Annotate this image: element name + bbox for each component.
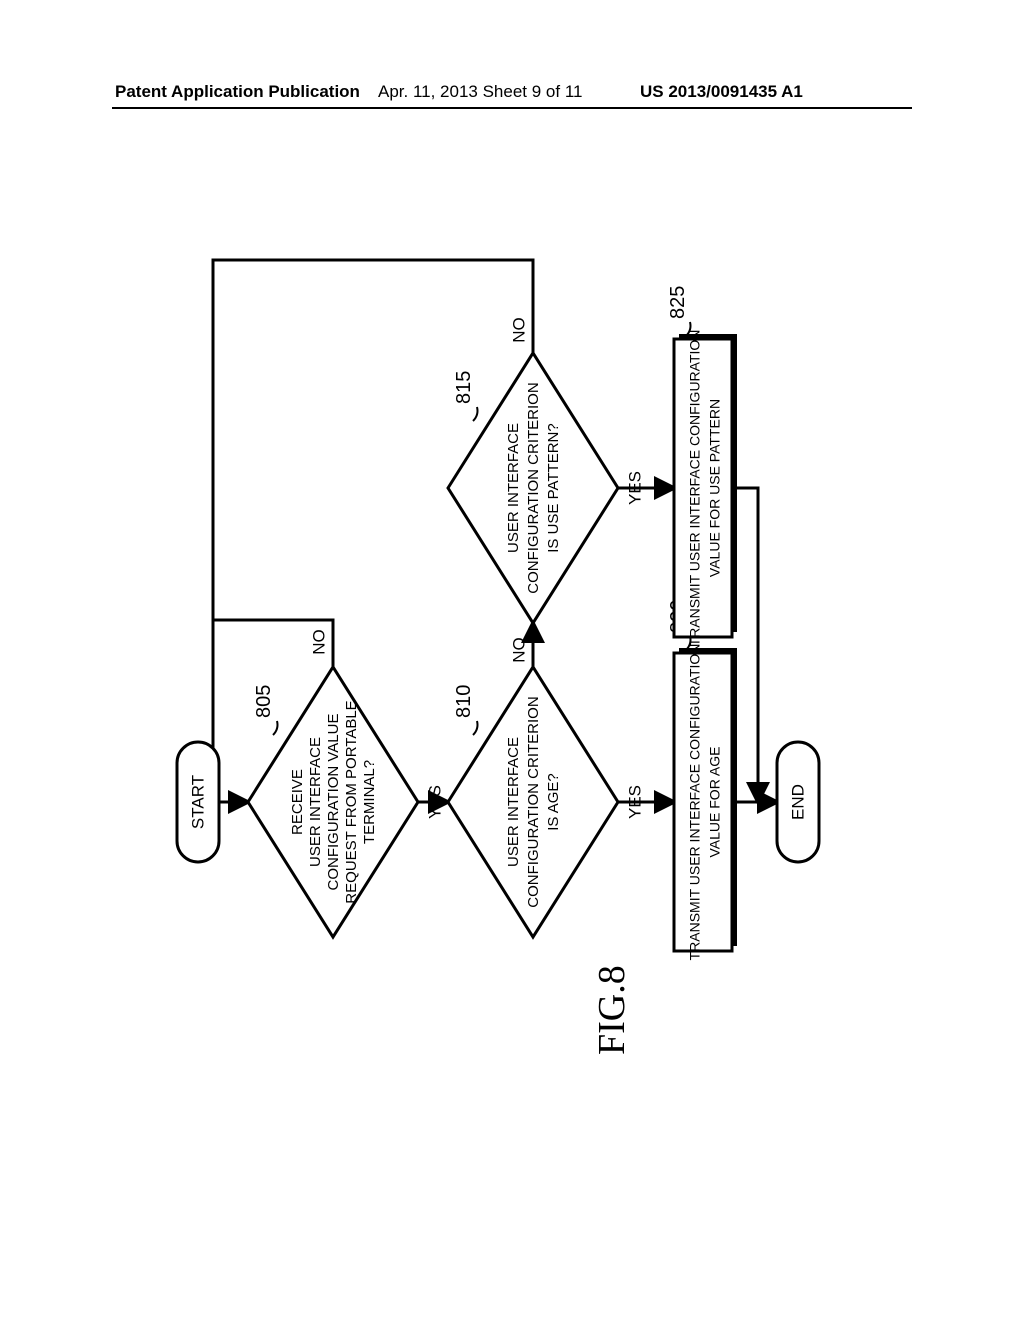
start-label: START (188, 775, 207, 829)
header-rule (112, 107, 912, 109)
node-process-820: TRANSMIT USER INTERFACE CONFIGURATION VA… (667, 600, 737, 961)
ref-810: 810 (453, 685, 475, 718)
ref-805: 805 (253, 685, 275, 718)
page: Patent Application Publication Apr. 11, … (0, 0, 1024, 1320)
svg-text:REQUEST FROM PORTABLE: REQUEST FROM PORTABLE (343, 700, 360, 903)
svg-text:NO: NO (509, 637, 528, 663)
svg-text:USER INTERFACE: USER INTERFACE (505, 737, 522, 867)
end-label: END (788, 784, 807, 820)
node-start: START (177, 742, 219, 862)
svg-text:TRANSMIT USER INTERFACE CONFIG: TRANSMIT USER INTERFACE CONFIGURATION (687, 644, 703, 961)
node-decision-810: USER INTERFACE CONFIGURATION CRITERION I… (448, 637, 644, 937)
svg-text:USER INTERFACE: USER INTERFACE (505, 423, 522, 553)
svg-text:VALUE FOR AGE: VALUE FOR AGE (707, 747, 723, 858)
svg-text:CONFIGURATION VALUE: CONFIGURATION VALUE (325, 714, 342, 891)
flowchart-svg: START RECEIVE USER INTERFACE CONFIGURATI… (158, 240, 858, 1050)
svg-text:CONFIGURATION CRITERION: CONFIGURATION CRITERION (525, 382, 542, 593)
svg-text:NO: NO (509, 317, 528, 343)
node-decision-815: USER INTERFACE CONFIGURATION CRITERION I… (448, 317, 644, 623)
node-end: END (777, 742, 819, 862)
svg-text:NO: NO (309, 629, 328, 655)
svg-text:IS AGE?: IS AGE? (545, 773, 562, 831)
svg-text:CONFIGURATION CRITERION: CONFIGURATION CRITERION (525, 696, 542, 907)
node-decision-805: RECEIVE USER INTERFACE CONFIGURATION VAL… (248, 629, 444, 937)
svg-text:YES: YES (625, 471, 644, 505)
ref-825: 825 (667, 286, 689, 319)
svg-text:IS USE PATTERN?: IS USE PATTERN? (545, 423, 562, 552)
svg-text:YES: YES (425, 785, 444, 819)
ref-815: 815 (453, 371, 475, 404)
svg-text:VALUE FOR USE PATTERN: VALUE FOR USE PATTERN (707, 399, 723, 577)
svg-text:TERMINAL?: TERMINAL? (361, 760, 378, 844)
svg-text:TRANSMIT USER INTERFACE CONFIG: TRANSMIT USER INTERFACE CONFIGURATION (687, 330, 703, 647)
header-publication-text: Patent Application Publication (115, 82, 360, 102)
header-date-sheet: Apr. 11, 2013 Sheet 9 of 11 (378, 82, 582, 102)
header-publication-number: US 2013/0091435 A1 (640, 82, 803, 102)
svg-text:YES: YES (625, 785, 644, 819)
svg-text:RECEIVE: RECEIVE (289, 769, 306, 835)
flowchart-container: START RECEIVE USER INTERFACE CONFIGURATI… (158, 240, 858, 1050)
svg-text:USER INTERFACE: USER INTERFACE (307, 737, 324, 867)
node-process-825: TRANSMIT USER INTERFACE CONFIGURATION VA… (667, 286, 737, 647)
